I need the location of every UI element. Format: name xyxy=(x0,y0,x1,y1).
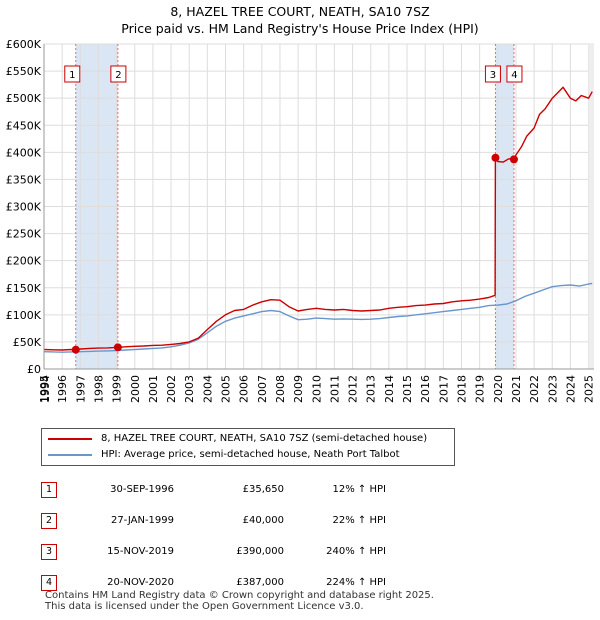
transaction-hpi-change: 224% ↑ HPI xyxy=(326,577,386,588)
x-tick-label: 2022 xyxy=(528,375,541,403)
transaction-number-badge: 1 xyxy=(41,481,57,498)
y-tick-label: £500K xyxy=(6,92,42,105)
sale-label: 2 xyxy=(110,65,127,83)
footer: Contains HM Land Registry data © Crown c… xyxy=(45,590,434,612)
transaction-date: 27-JAN-1999 xyxy=(110,515,174,526)
transaction-number-badge: 3 xyxy=(41,543,57,560)
transaction-price: £387,000 xyxy=(236,577,284,588)
transaction-number-badge: 2 xyxy=(41,512,57,529)
x-tick-label: 2004 xyxy=(201,375,214,403)
chart-title-line1: 8, HAZEL TREE COURT, NEATH, SA10 7SZ xyxy=(170,4,430,19)
table-row: 4 20-NOV-2020 £387,000 224% ↑ HPI xyxy=(41,567,386,598)
transaction-hpi-change: 22% ↑ HPI xyxy=(332,515,386,526)
sale-point xyxy=(71,345,80,354)
transaction-number-badge: 4 xyxy=(41,574,57,591)
y-tick-label: £450K xyxy=(6,119,42,132)
transaction-date: 30-SEP-1996 xyxy=(110,484,174,495)
x-tick-label: 1996 xyxy=(56,375,69,403)
x-tick-label: 2006 xyxy=(238,375,251,403)
table-row: 3 15-NOV-2019 £390,000 240% ↑ HPI xyxy=(41,536,386,567)
footer-licence: This data is licensed under the Open Gov… xyxy=(45,601,364,612)
transaction-hpi-change: 240% ↑ HPI xyxy=(326,546,386,557)
y-tick-label: £50K xyxy=(13,336,42,349)
y-tick-label: £550K xyxy=(6,65,42,78)
y-tick-label: £250K xyxy=(6,228,42,241)
x-tick-label: 2016 xyxy=(419,375,432,403)
x-tick-label: 2002 xyxy=(165,375,178,403)
x-tick-label: 1998 xyxy=(93,375,106,403)
x-tick-label: 2021 xyxy=(510,375,523,403)
transaction-price: £35,650 xyxy=(242,484,284,495)
table-row: 1 30-SEP-1996 £35,650 12% ↑ HPI xyxy=(41,474,386,505)
sale-label-number: 1 xyxy=(69,70,75,81)
x-tick-label: 1997 xyxy=(74,375,87,403)
y-tick-label: £400K xyxy=(6,146,42,159)
x-tick-label: 2018 xyxy=(456,375,469,403)
chart-title: 8, HAZEL TREE COURT, NEATH, SA10 7SZ Pri… xyxy=(0,3,600,37)
transaction-price: £40,000 xyxy=(242,515,284,526)
legend-label-hpi: HPI: Average price, semi-detached house,… xyxy=(101,449,400,460)
x-tick-label: 2019 xyxy=(474,375,487,403)
x-tick-label: 2014 xyxy=(383,375,396,403)
price-chart: 1 2 3 4 £0 £50K £100K £150K £200K £250K £300K £350K… xyxy=(6,38,596,403)
footer-copyright: Contains HM Land Registry data © Crown c… xyxy=(45,590,434,601)
x-tick-label: 2009 xyxy=(292,375,305,403)
y-tick-label: £300K xyxy=(6,201,42,214)
sale-label: 4 xyxy=(506,65,523,83)
chart-title-line2: Price paid vs. HM Land Registry's House … xyxy=(121,21,479,36)
y-tick-label: £150K xyxy=(6,282,42,295)
sale-point xyxy=(509,155,518,164)
y-tick-label: £200K xyxy=(6,255,42,268)
legend-item-property: 8, HAZEL TREE COURT, NEATH, SA10 7SZ (se… xyxy=(48,432,427,446)
x-tick-label: 2024 xyxy=(564,375,577,403)
x-tick-label: 2001 xyxy=(147,375,160,403)
sale-label: 3 xyxy=(484,65,501,83)
x-tick-label: 1995 xyxy=(38,375,51,403)
x-tick-label: 2005 xyxy=(220,375,233,403)
property-price-line xyxy=(43,86,593,351)
sale-point xyxy=(113,343,122,352)
x-tick-label: 2013 xyxy=(365,375,378,403)
x-tick-label: 2017 xyxy=(437,375,450,403)
legend-swatch-hpi xyxy=(48,454,92,456)
x-tick-label: 2010 xyxy=(310,375,323,403)
x-tick-label: 2000 xyxy=(129,375,142,403)
y-tick-label: £350K xyxy=(6,173,42,186)
transaction-price: £390,000 xyxy=(236,546,284,557)
table-row: 2 27-JAN-1999 £40,000 22% ↑ HPI xyxy=(41,505,386,536)
x-tick-label: 2007 xyxy=(256,375,269,403)
y-tick-label: £0 xyxy=(27,363,41,376)
sale-label-box xyxy=(64,65,81,83)
sale-label-number: 2 xyxy=(115,70,121,81)
x-tick-label: 2012 xyxy=(347,375,360,403)
legend-label-property: 8, HAZEL TREE COURT, NEATH, SA10 7SZ (se… xyxy=(101,433,428,444)
x-tick-label: 2023 xyxy=(546,375,559,403)
x-tick-label: 1999 xyxy=(111,375,124,403)
transaction-date: 20-NOV-2020 xyxy=(107,577,174,588)
legend-swatch-property xyxy=(48,438,92,440)
sale-label: 1 xyxy=(64,65,81,83)
sale-point xyxy=(491,153,500,162)
sale-label-box xyxy=(506,65,523,83)
y-tick-label: £100K xyxy=(6,309,42,322)
x-tick-label: 2011 xyxy=(328,375,341,403)
legend: 8, HAZEL TREE COURT, NEATH, SA10 7SZ (se… xyxy=(41,428,455,466)
sale-label-number: 4 xyxy=(511,70,517,81)
x-tick-label: 1994 xyxy=(39,375,52,403)
transaction-date: 15-NOV-2019 xyxy=(107,546,174,557)
future-hatch xyxy=(588,44,594,369)
x-tick-label: 2025 xyxy=(583,375,596,403)
transactions-table: 1 30-SEP-1996 £35,650 12% ↑ HPI 2 27-JAN… xyxy=(41,474,386,598)
legend-item-hpi: HPI: Average price, semi-detached house,… xyxy=(48,448,400,462)
transaction-hpi-change: 12% ↑ HPI xyxy=(332,484,386,495)
sale-label-number: 3 xyxy=(490,70,496,81)
x-tick-label: 2020 xyxy=(492,375,505,403)
sale-label-box xyxy=(110,65,127,83)
x-tick-label: 2015 xyxy=(401,375,414,403)
hpi-line xyxy=(43,282,593,353)
x-tick-label: 2008 xyxy=(274,375,287,403)
sale-label-box xyxy=(484,65,501,83)
y-tick-label: £600K xyxy=(6,38,42,51)
x-tick-label: 2003 xyxy=(183,375,196,403)
